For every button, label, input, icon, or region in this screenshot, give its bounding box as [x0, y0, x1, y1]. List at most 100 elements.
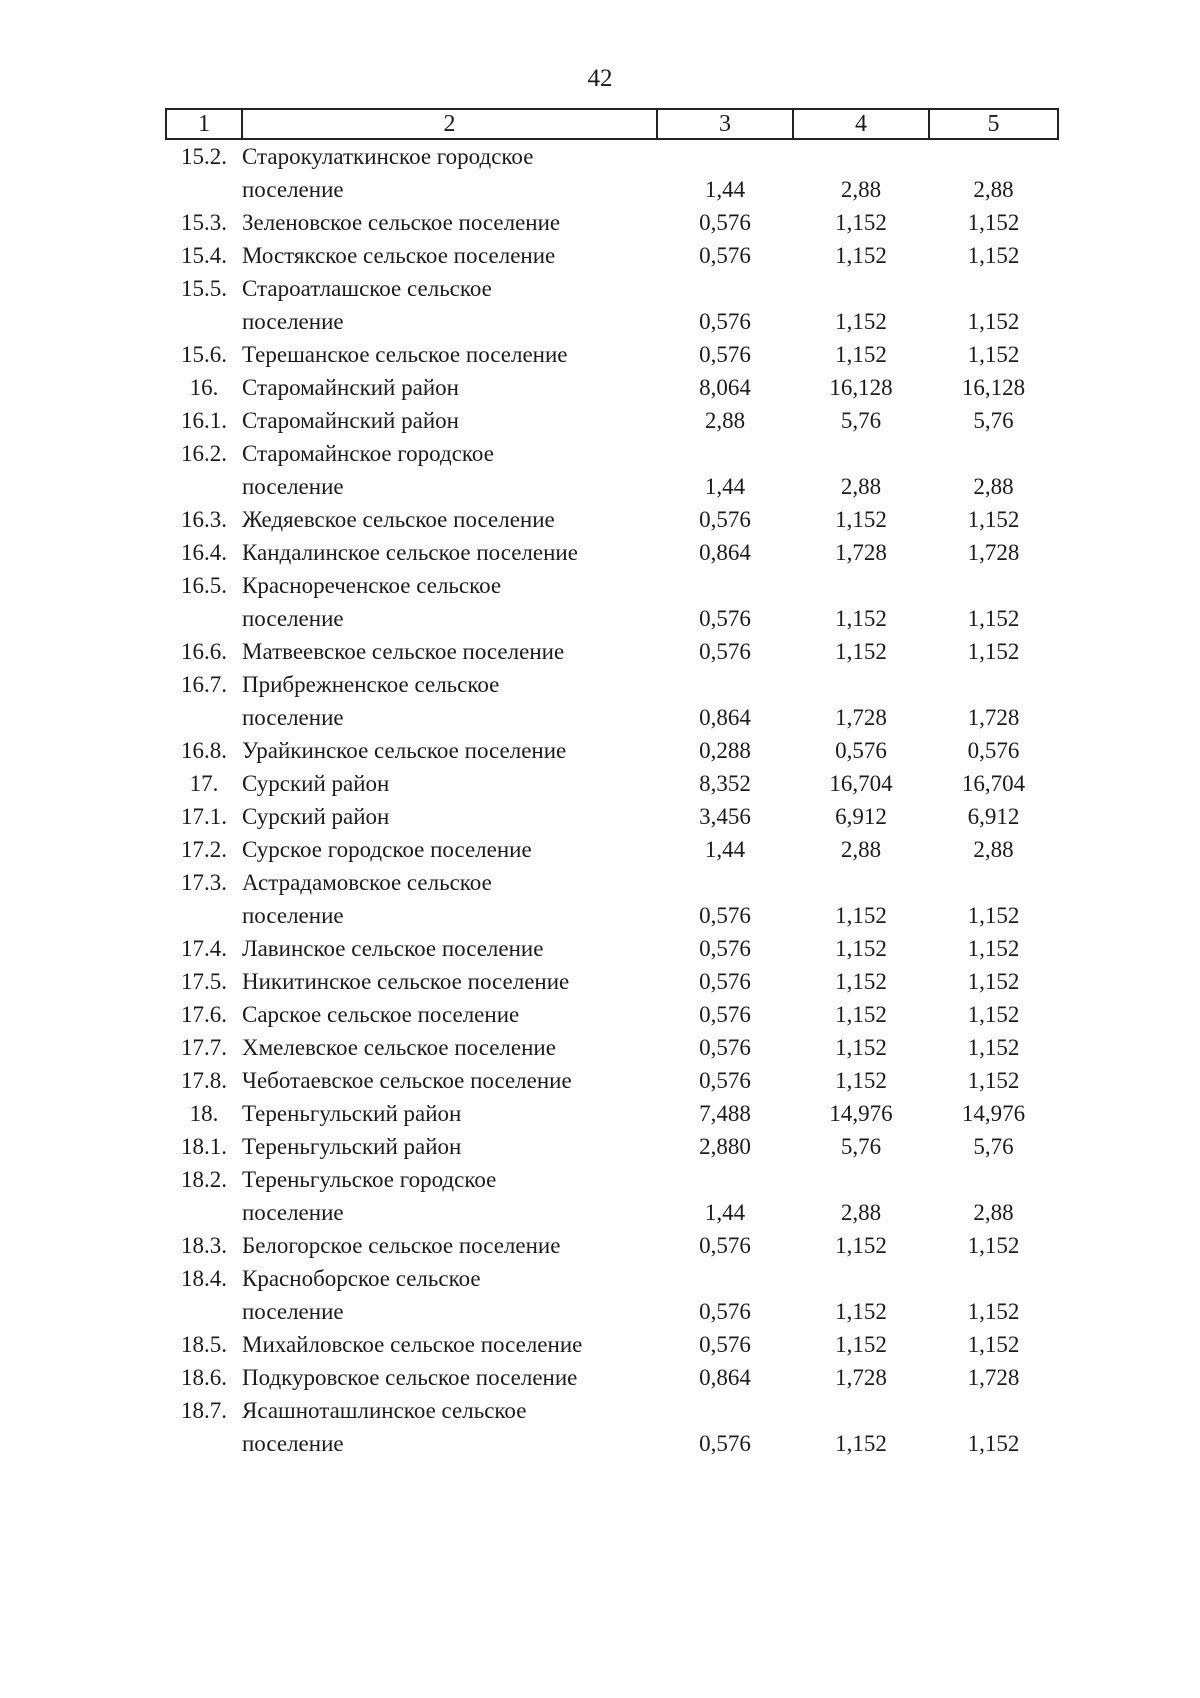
row-value-cell-3: 0,576 [699, 507, 751, 532]
row-value-cell-4: 5,76 [840, 408, 882, 433]
row-index-cell: 18.7. [181, 1398, 227, 1423]
row-value-cell-5: 5,76 [973, 408, 1014, 433]
table-row: 16.8. Урайкинское сельское поселение 0,2… [166, 734, 1058, 767]
row-value-cell-3: 0,576 [699, 606, 751, 631]
row-value-cell-4: 1,152 [835, 1068, 887, 1093]
column-header-4: 4 [792, 108, 930, 140]
row-index-cell: 15.2. [181, 144, 227, 169]
table-row: 15.3. Зеленовское сельское поселение 0,5… [166, 206, 1058, 239]
row-index-cell: 16.5. [181, 573, 227, 598]
row-value-cell-5: 1,152 [967, 342, 1020, 367]
row-value-cell-5: 1,152 [967, 1431, 1020, 1456]
table-header: 1 2 3 4 5 [165, 108, 1059, 140]
row-value-cell-4: 5,76 [840, 1134, 882, 1159]
row-value-cell-3: 0,576 [699, 969, 751, 994]
table-row: 17.3. Астрадамовское сельское поселение … [166, 866, 1058, 932]
row-value-cell-5: 2,88 [973, 474, 1014, 499]
row-value-cell-4: 1,152 [835, 1035, 887, 1060]
row-value-cell-5: 1,152 [967, 1233, 1020, 1258]
row-index-cell: 18.4. [181, 1266, 227, 1291]
row-index-cell: 17.3. [181, 870, 227, 895]
row-index-cell: 15.6. [181, 342, 227, 367]
table-row: 18.4. Красноборское сельское поселение 0… [166, 1262, 1058, 1328]
row-value-cell-5: 16,128 [961, 375, 1026, 400]
row-value-cell-5: 1,152 [967, 903, 1020, 928]
row-index-cell: 15.3. [181, 210, 227, 235]
row-index-cell: 18.1. [181, 1134, 227, 1159]
row-value-cell-5: 1,152 [967, 1035, 1020, 1060]
row-value-cell-4: 2,88 [840, 1200, 882, 1225]
row-value-cell-4: 1,152 [835, 243, 887, 268]
row-value-cell-3: 2,880 [699, 1134, 751, 1159]
row-name-cell: Подкуровское сельское поселение [242, 1365, 578, 1390]
row-name-cell: Старомайнское городское поселение [242, 441, 494, 499]
table-row: 16.4. Кандалинское сельское поселение 0,… [166, 536, 1058, 569]
row-value-cell-4: 1,152 [835, 210, 887, 235]
row-name-cell: Урайкинское сельское поселение [242, 738, 567, 763]
row-name-cell: Старомайнский район [242, 408, 459, 433]
row-name-cell: Ясашноташлинское сельское поселение [242, 1398, 527, 1456]
row-value-cell-3: 7,488 [699, 1101, 751, 1126]
row-value-cell-3: 1,44 [704, 1200, 746, 1225]
row-value-cell-3: 8,064 [699, 375, 751, 400]
table-row: 16.1. Старомайнский район 2,88 5,76 5,76 [166, 404, 1058, 437]
row-value-cell-5: 1,152 [967, 639, 1020, 664]
row-value-cell-4: 16,128 [829, 375, 893, 400]
row-name-cell: Астрадамовское сельское поселение [242, 870, 492, 928]
table-row: 17.2. Сурское городское поселение 1,44 2… [166, 833, 1058, 866]
row-value-cell-5: 1,152 [967, 1332, 1020, 1357]
row-name-cell: Хмелевское сельское поселение [242, 1035, 556, 1060]
table-row: 15.6. Терешанское сельское поселение 0,5… [166, 338, 1058, 371]
table-row: 17.4. Лавинское сельское поселение 0,576… [166, 932, 1058, 965]
row-value-cell-5: 1,728 [967, 1365, 1020, 1390]
row-index-cell: 17.6. [181, 1002, 227, 1027]
row-name-cell: Староатлашское сельское поселение [242, 276, 492, 334]
row-value-cell-5: 1,728 [967, 705, 1020, 730]
row-value-cell-5: 1,152 [967, 1068, 1020, 1093]
row-name-cell: Прибрежненское сельское поселение [242, 672, 500, 730]
row-name-cell: Сарское сельское поселение [242, 1002, 520, 1027]
row-name-cell: Старокулаткинское городское поселение [242, 144, 534, 202]
row-value-cell-5: 2,88 [973, 177, 1014, 202]
row-value-cell-5: 1,152 [967, 1002, 1020, 1027]
row-value-cell-5: 1,728 [967, 540, 1020, 565]
column-header-1: 1 [165, 108, 243, 140]
row-value-cell-3: 0,576 [699, 243, 751, 268]
row-value-cell-4: 1,152 [835, 1233, 887, 1258]
row-name-cell: Зеленовское сельское поселение [242, 210, 561, 235]
row-value-cell-4: 1,152 [835, 342, 887, 367]
row-value-cell-5: 0,576 [967, 738, 1020, 763]
row-value-cell-4: 1,152 [835, 936, 887, 961]
row-index-cell: 16.1. [181, 408, 227, 433]
row-value-cell-4: 1,152 [835, 639, 887, 664]
row-value-cell-5: 1,152 [967, 1299, 1020, 1324]
row-index-cell: 18.2. [181, 1167, 227, 1192]
row-value-cell-4: 1,152 [835, 1431, 887, 1456]
row-name-cell: Мостякское сельское поселение [242, 243, 556, 268]
table-row: 15.4. Мостякское сельское поселение 0,57… [166, 239, 1058, 272]
row-index-cell: 16. [189, 375, 219, 400]
row-index-cell: 16.6. [181, 639, 227, 664]
column-header-5: 5 [928, 108, 1059, 140]
row-value-cell-3: 0,576 [699, 1332, 751, 1357]
row-index-cell: 17. [189, 771, 219, 796]
table-row: 16.6. Матвеевское сельское поселение 0,5… [166, 635, 1058, 668]
row-value-cell-5: 2,88 [973, 1200, 1014, 1225]
row-name-cell: Старомайнский район [242, 375, 459, 400]
row-name-cell: Никитинское сельское поселение [242, 969, 570, 994]
table-row: 18.1. Тереньгульский район 2,880 5,76 5,… [166, 1130, 1058, 1163]
row-value-cell-3: 0,288 [699, 738, 751, 763]
row-value-cell-3: 0,864 [699, 540, 751, 565]
row-value-cell-3: 1,44 [704, 837, 746, 862]
row-index-cell: 18.5. [181, 1332, 227, 1357]
row-value-cell-5: 1,152 [967, 210, 1020, 235]
row-value-cell-5: 2,88 [973, 837, 1014, 862]
row-name-cell: Тереньгульский район [242, 1134, 462, 1159]
table-row: 16. Старомайнский район 8,064 16,128 16,… [166, 371, 1058, 404]
row-value-cell-4: 1,152 [835, 1299, 887, 1324]
table-row: 16.5. Краснореченское сельское поселение… [166, 569, 1058, 635]
row-index-cell: 17.7. [181, 1035, 227, 1060]
table-row: 17. Сурский район 8,352 16,704 16,704 [166, 767, 1058, 800]
table-row: 15.5. Староатлашское сельское поселение … [166, 272, 1058, 338]
